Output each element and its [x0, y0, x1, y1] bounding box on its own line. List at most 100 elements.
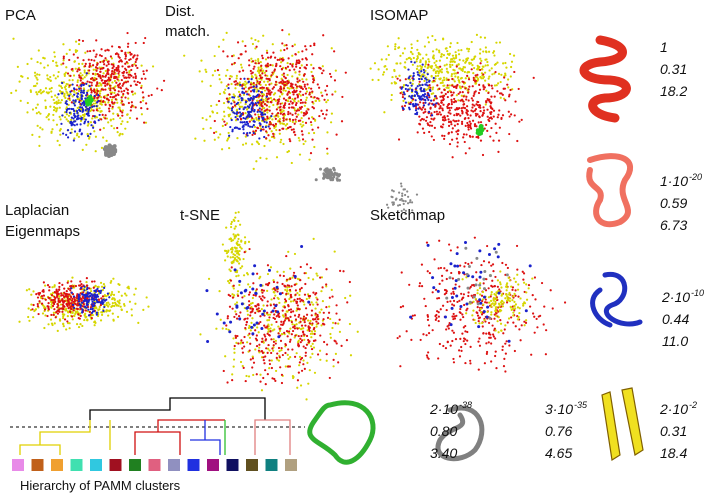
point	[273, 313, 276, 316]
point	[73, 306, 76, 310]
point	[440, 68, 444, 71]
point	[236, 137, 239, 140]
point	[266, 272, 270, 276]
point	[248, 349, 251, 352]
point	[498, 126, 501, 129]
point	[257, 142, 261, 146]
point	[328, 296, 331, 299]
point	[416, 103, 419, 106]
point	[485, 101, 488, 104]
point	[281, 73, 284, 76]
point	[479, 106, 482, 109]
point	[296, 277, 300, 280]
point	[75, 296, 79, 300]
point	[76, 117, 79, 120]
point	[102, 309, 105, 312]
point	[303, 318, 306, 321]
point	[282, 142, 285, 146]
point	[233, 80, 236, 83]
point	[542, 323, 545, 326]
point	[91, 307, 94, 311]
point	[238, 262, 241, 265]
point	[424, 83, 427, 86]
point	[53, 322, 56, 325]
point	[73, 137, 76, 140]
point	[420, 90, 423, 93]
point	[82, 89, 85, 92]
point	[233, 104, 237, 107]
point	[413, 94, 416, 97]
point	[266, 100, 269, 103]
point	[416, 48, 419, 51]
point	[497, 72, 501, 75]
point	[276, 281, 279, 284]
point	[308, 329, 311, 332]
point	[497, 113, 500, 116]
point	[128, 65, 131, 68]
point	[458, 349, 461, 352]
point	[277, 359, 281, 362]
point	[66, 297, 69, 300]
point	[90, 293, 93, 296]
point	[279, 65, 282, 68]
point	[301, 58, 304, 61]
point	[409, 81, 412, 85]
point	[272, 103, 275, 107]
point	[270, 366, 274, 370]
point	[442, 103, 445, 106]
point	[272, 124, 276, 127]
point	[224, 355, 227, 358]
point	[437, 311, 440, 314]
point	[476, 300, 479, 303]
point	[254, 337, 258, 340]
point	[240, 247, 243, 250]
point	[90, 108, 93, 111]
point	[268, 105, 271, 108]
point	[50, 131, 53, 134]
point	[492, 335, 495, 338]
point	[296, 77, 299, 80]
point	[510, 113, 513, 116]
point	[490, 360, 493, 363]
point	[46, 74, 49, 77]
point	[501, 114, 505, 117]
point	[437, 103, 440, 106]
point	[321, 94, 324, 97]
point	[58, 143, 61, 147]
point	[267, 90, 270, 93]
point	[65, 118, 68, 121]
point	[303, 338, 306, 341]
point	[311, 318, 315, 321]
point	[49, 105, 52, 108]
point	[267, 330, 270, 333]
point	[257, 40, 260, 43]
point	[460, 349, 463, 352]
point	[304, 45, 307, 48]
point	[120, 96, 123, 99]
point	[430, 74, 433, 78]
point	[272, 93, 276, 96]
point	[263, 80, 266, 83]
point	[426, 318, 430, 322]
point	[109, 147, 114, 152]
point	[162, 79, 166, 82]
point	[297, 371, 300, 374]
point	[250, 78, 253, 81]
point	[289, 327, 292, 330]
point	[309, 266, 312, 269]
point	[234, 216, 237, 219]
point	[108, 303, 111, 306]
point	[269, 96, 272, 100]
point	[122, 70, 126, 73]
point	[454, 72, 458, 75]
point	[297, 113, 300, 116]
point	[460, 122, 464, 126]
point	[329, 317, 332, 321]
point	[298, 313, 301, 316]
point	[457, 92, 460, 95]
point	[72, 74, 76, 77]
point	[44, 99, 47, 102]
point	[475, 125, 478, 128]
point	[96, 101, 99, 104]
point	[424, 101, 427, 104]
